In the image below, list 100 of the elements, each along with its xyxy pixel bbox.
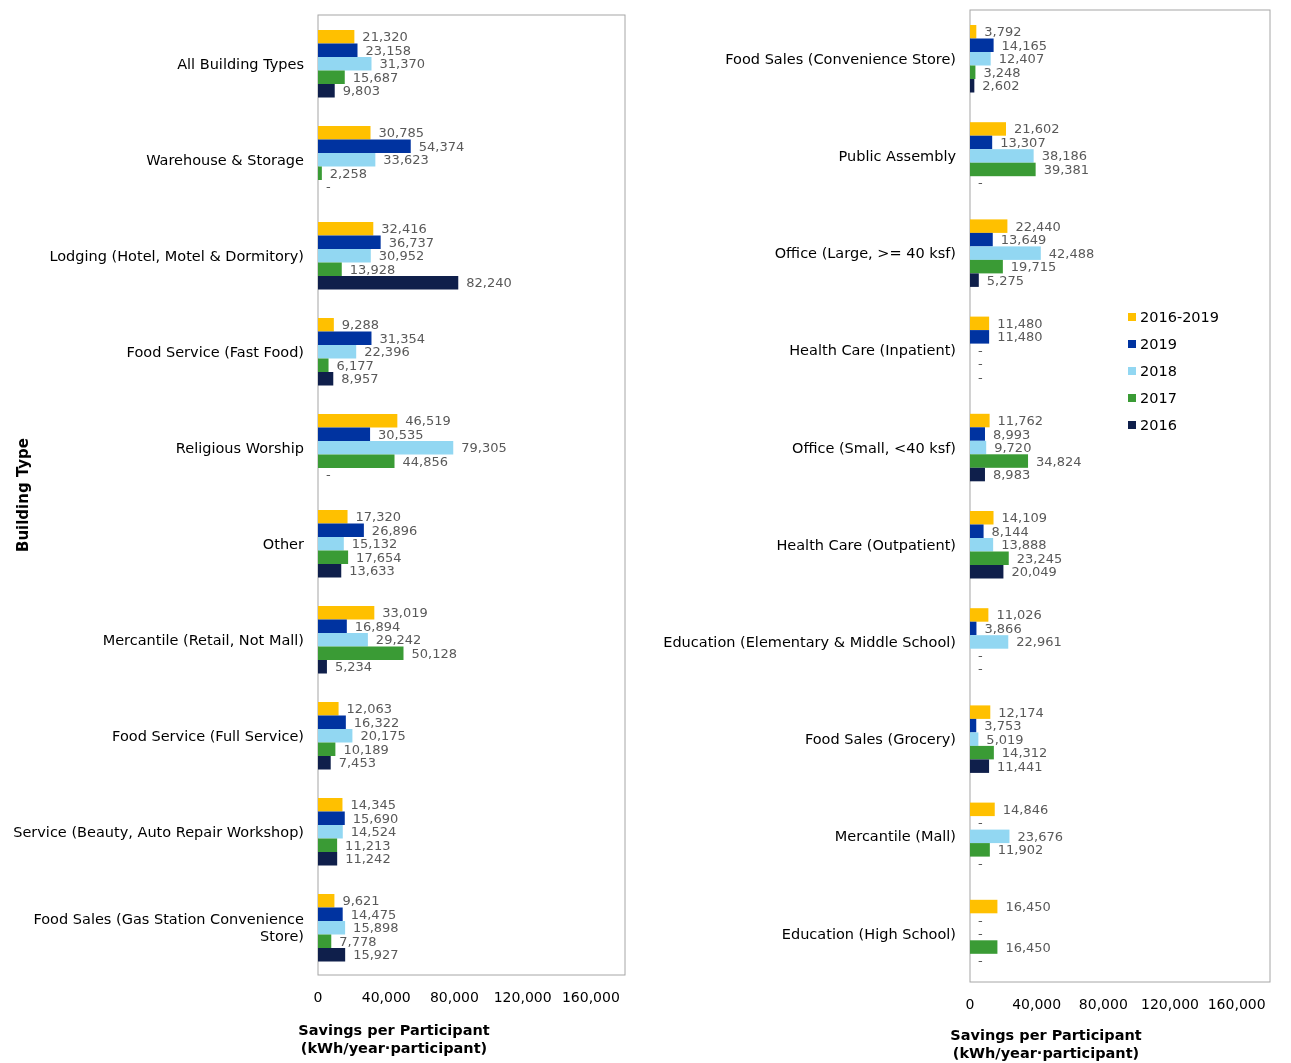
data-label: 5,019 (986, 731, 1024, 747)
data-label: 16,894 (354, 618, 401, 634)
bar (970, 538, 994, 552)
data-label: 3,792 (984, 24, 1022, 40)
bar (318, 948, 346, 962)
data-label: 15,690 (352, 810, 399, 826)
bar (970, 219, 1008, 233)
data-label: 11,480 (997, 329, 1043, 345)
data-label: 11,242 (345, 851, 391, 867)
legend-label: 2018 (1140, 363, 1177, 379)
data-label: 20,175 (360, 728, 406, 744)
data-label: 14,475 (350, 906, 397, 922)
bar (970, 413, 990, 428)
text: - (978, 369, 983, 385)
text: - (978, 855, 983, 871)
data-label: 17,654 (356, 549, 402, 565)
y-tick-label: Lodging (Hotel, Motel & Dormitory) (49, 247, 304, 264)
bar (970, 829, 1010, 844)
data-label: 14,109 (1001, 510, 1048, 526)
data-label: 5,234 (334, 659, 373, 675)
text: - (978, 912, 983, 928)
bar (970, 427, 985, 441)
data-label: 13,649 (1000, 232, 1047, 248)
bar (970, 25, 977, 39)
data-label: 15,927 (353, 947, 399, 963)
data-label: 20,049 (1011, 564, 1057, 580)
bar (318, 619, 347, 633)
y-tick-label: Health Care (Inpatient) (789, 342, 956, 359)
bar (318, 331, 372, 345)
data-label: 14,312 (1001, 745, 1048, 761)
x-tick-label: 40,000 (361, 989, 411, 1005)
bar (318, 550, 349, 564)
data-label: 33,019 (382, 605, 428, 621)
data-label: 13,928 (349, 261, 396, 277)
data-label: 30,535 (378, 426, 424, 442)
y-tick-label: Service (Beauty, Auto Repair Workshop) (13, 823, 304, 840)
bar (318, 537, 344, 551)
x-tick-label: 120,000 (1141, 996, 1199, 1012)
data-label: 11,480 (997, 315, 1043, 331)
bar (318, 235, 381, 249)
x-tick-label: 160,000 (561, 989, 620, 1005)
bar (318, 84, 335, 98)
bar (318, 70, 345, 84)
y-tick-label: Education (High School) (781, 925, 956, 942)
bar (970, 759, 990, 773)
data-label: 42,488 (1048, 245, 1095, 261)
bar (318, 646, 404, 660)
text: - (978, 953, 983, 969)
text: - (978, 175, 983, 191)
data-label: 8,983 (992, 467, 1031, 483)
bar (318, 30, 355, 44)
text: - (326, 179, 331, 195)
legend-label: 2016 (1140, 417, 1177, 433)
bar (318, 894, 335, 908)
bar (970, 745, 994, 760)
bar (318, 852, 338, 866)
data-label: 8,144 (991, 523, 1029, 539)
bar (318, 222, 374, 236)
legend-label: 2017 (1140, 390, 1177, 406)
data-label: 14,345 (350, 797, 396, 813)
bar (970, 467, 985, 482)
data-label: 9,803 (342, 83, 380, 99)
data-label: 19,715 (1010, 259, 1057, 275)
bar (970, 802, 995, 817)
text: - (978, 815, 983, 831)
y-tick-label: Religious Worship (175, 439, 304, 456)
bar (970, 149, 1034, 163)
bar (318, 249, 371, 263)
data-label: 30,785 (378, 125, 425, 141)
data-label: 44,856 (402, 453, 448, 469)
data-label: 7,453 (338, 755, 376, 771)
bar (318, 126, 371, 140)
bar (970, 246, 1041, 260)
bar (970, 259, 1003, 274)
bar (970, 232, 993, 247)
bar (318, 633, 368, 647)
bar (970, 79, 975, 93)
data-label: 22,961 (1016, 634, 1062, 650)
bar (970, 621, 977, 636)
x-tick-label: 80,000 (429, 989, 479, 1005)
data-label: 22,396 (364, 344, 410, 360)
bar (318, 811, 345, 825)
bar (318, 358, 329, 372)
data-label: 29,242 (375, 632, 422, 648)
bar (318, 454, 395, 468)
data-label: 17,320 (355, 509, 402, 525)
bar (318, 907, 343, 921)
data-label: 15,687 (352, 69, 399, 85)
data-label: 16,322 (353, 714, 400, 730)
data-label: 11,441 (997, 758, 1043, 774)
bar (318, 742, 336, 756)
bar (970, 38, 994, 52)
y-axis-title: Building Type (14, 437, 32, 553)
y-tick-label: Food Sales (Gas Station Convenience Store) (33, 911, 305, 945)
data-label: 16,450 (1005, 899, 1051, 915)
data-label: 5,275 (986, 272, 1025, 288)
data-label: 39,381 (1043, 161, 1090, 177)
text: - (978, 647, 983, 663)
bar (318, 43, 358, 57)
data-label: 12,174 (998, 704, 1044, 720)
